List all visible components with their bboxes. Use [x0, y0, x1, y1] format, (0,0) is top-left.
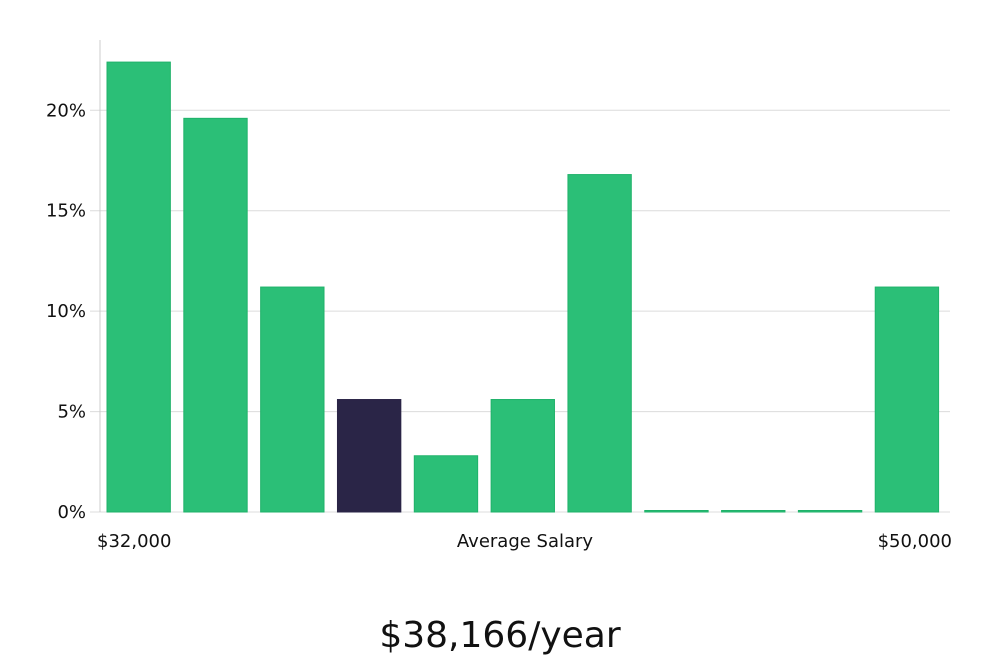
x-max-label: $50,000 — [878, 531, 952, 552]
y-tick-label: 0% — [57, 502, 86, 523]
bar — [874, 286, 940, 513]
y-tick-labels: 0% 5% 10% 15% 20% — [46, 100, 86, 523]
bar — [183, 117, 248, 513]
y-tick-label: 10% — [46, 301, 86, 322]
x-axis-title: Average Salary — [457, 531, 594, 552]
bar — [413, 455, 479, 513]
bar — [644, 510, 709, 513]
bar-highlighted — [336, 399, 402, 513]
y-tick-label: 15% — [46, 201, 86, 222]
bar — [490, 399, 555, 513]
bar — [721, 510, 786, 513]
bar — [797, 510, 863, 513]
bar — [567, 174, 632, 513]
average-salary-value: $38,166/year — [379, 615, 621, 656]
y-tick-label: 5% — [57, 402, 86, 423]
x-min-label: $32,000 — [97, 531, 171, 552]
y-tick-label: 20% — [46, 100, 86, 121]
bar — [106, 61, 171, 513]
bar — [260, 286, 325, 513]
bars — [106, 61, 940, 513]
